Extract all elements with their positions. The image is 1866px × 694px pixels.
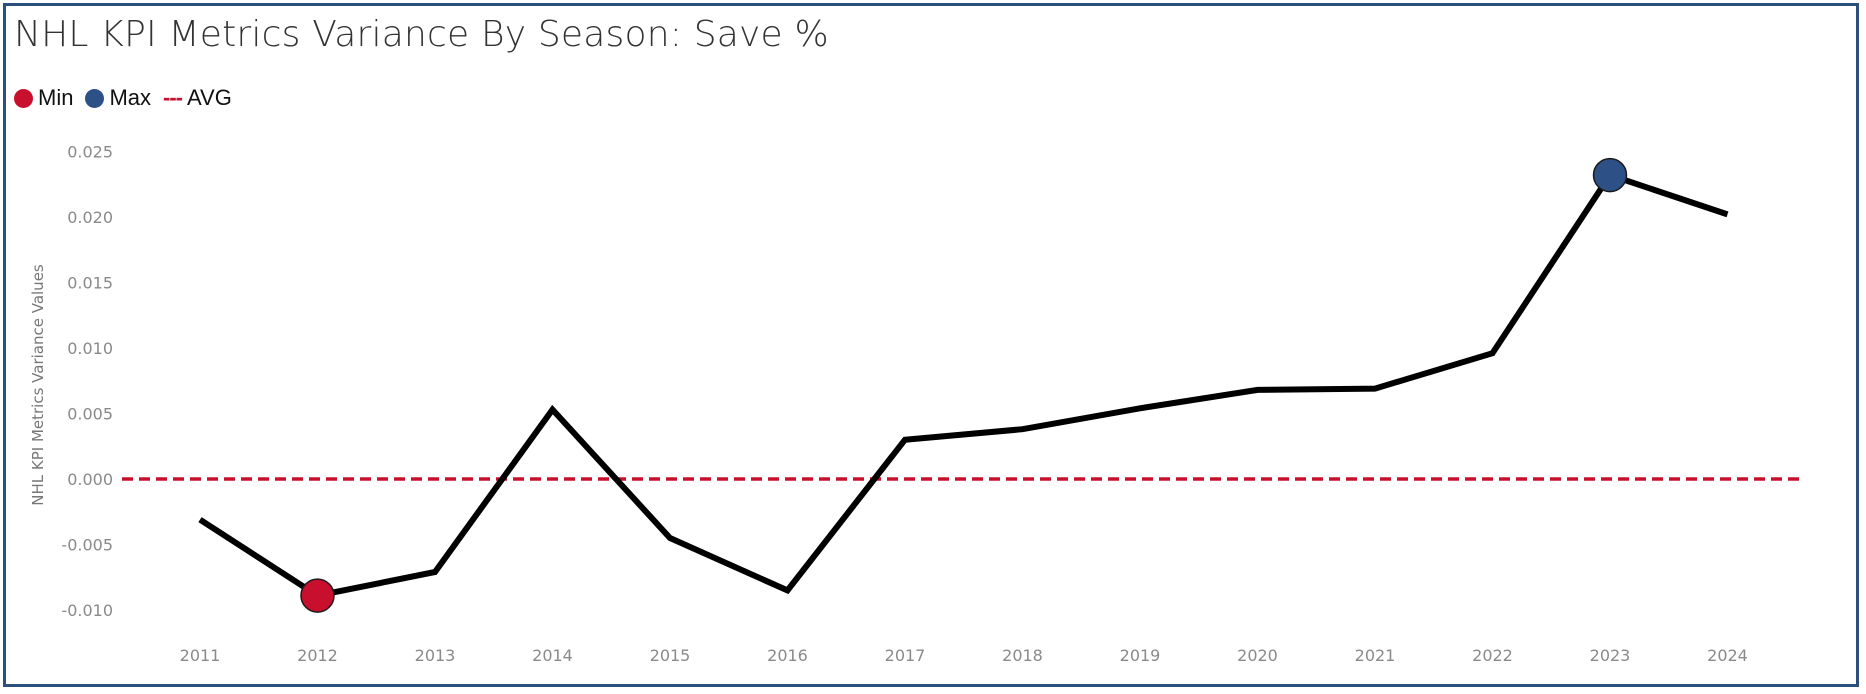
- x-tick-label: 2024: [1707, 646, 1748, 665]
- x-tick-label: 2016: [767, 646, 808, 665]
- x-axis-ticks: 2011 2012 2013 2014 2015 2016 2017 2018 2019 2020…: [180, 646, 1748, 665]
- x-tick-label: 2015: [650, 646, 691, 665]
- legend-item-avg: --- AVG: [163, 85, 232, 111]
- x-tick-label: 2018: [1002, 646, 1043, 665]
- y-axis-label: NHL KPI Metrics Variance Values: [29, 264, 47, 506]
- series-line: [198, 171, 1729, 599]
- legend-min-marker: [14, 88, 33, 108]
- legend-item-min: Min: [14, 85, 73, 111]
- legend-avg-marker: ---: [163, 85, 183, 110]
- y-tick-label: 0.015: [67, 274, 113, 293]
- x-tick-label: 2012: [297, 646, 338, 665]
- y-axis-ticks: 0.025 0.020 0.015 0.010 0.005 0.000 -0.005 -0.0…: [61, 143, 113, 621]
- x-tick-label: 2014: [532, 646, 573, 665]
- chart-frame: [3, 3, 1859, 687]
- y-tick-label: 0.000: [67, 470, 113, 489]
- legend-max-label: Max: [109, 85, 152, 110]
- legend-max-marker: [85, 88, 105, 108]
- x-tick-label: 2011: [180, 646, 221, 665]
- legend-item-max: Max: [85, 85, 151, 111]
- x-tick-label: 2019: [1120, 646, 1161, 665]
- y-tick-label: 0.025: [67, 143, 113, 162]
- legend-avg-label: AVG: [187, 85, 232, 110]
- y-tick-label: -0.010: [61, 601, 113, 620]
- x-tick-label: 2017: [885, 646, 926, 665]
- chart-title: NHL KPI Metrics Variance By Season: Save…: [14, 14, 829, 55]
- x-tick-label: 2022: [1472, 646, 1513, 665]
- min-point-marker: [300, 578, 335, 613]
- legend-min-label: Min: [38, 85, 74, 110]
- max-point-marker: [1592, 157, 1628, 193]
- x-tick-label: 2013: [415, 646, 456, 665]
- y-tick-label: 0.020: [67, 208, 113, 227]
- y-tick-label: -0.005: [61, 536, 113, 555]
- chart-legend: Min Max --- AVG: [14, 85, 244, 111]
- y-tick-label: 0.010: [67, 339, 113, 358]
- x-tick-label: 2021: [1355, 646, 1396, 665]
- y-tick-label: 0.005: [67, 405, 113, 424]
- x-tick-label: 2023: [1590, 646, 1631, 665]
- x-tick-label: 2020: [1237, 646, 1278, 665]
